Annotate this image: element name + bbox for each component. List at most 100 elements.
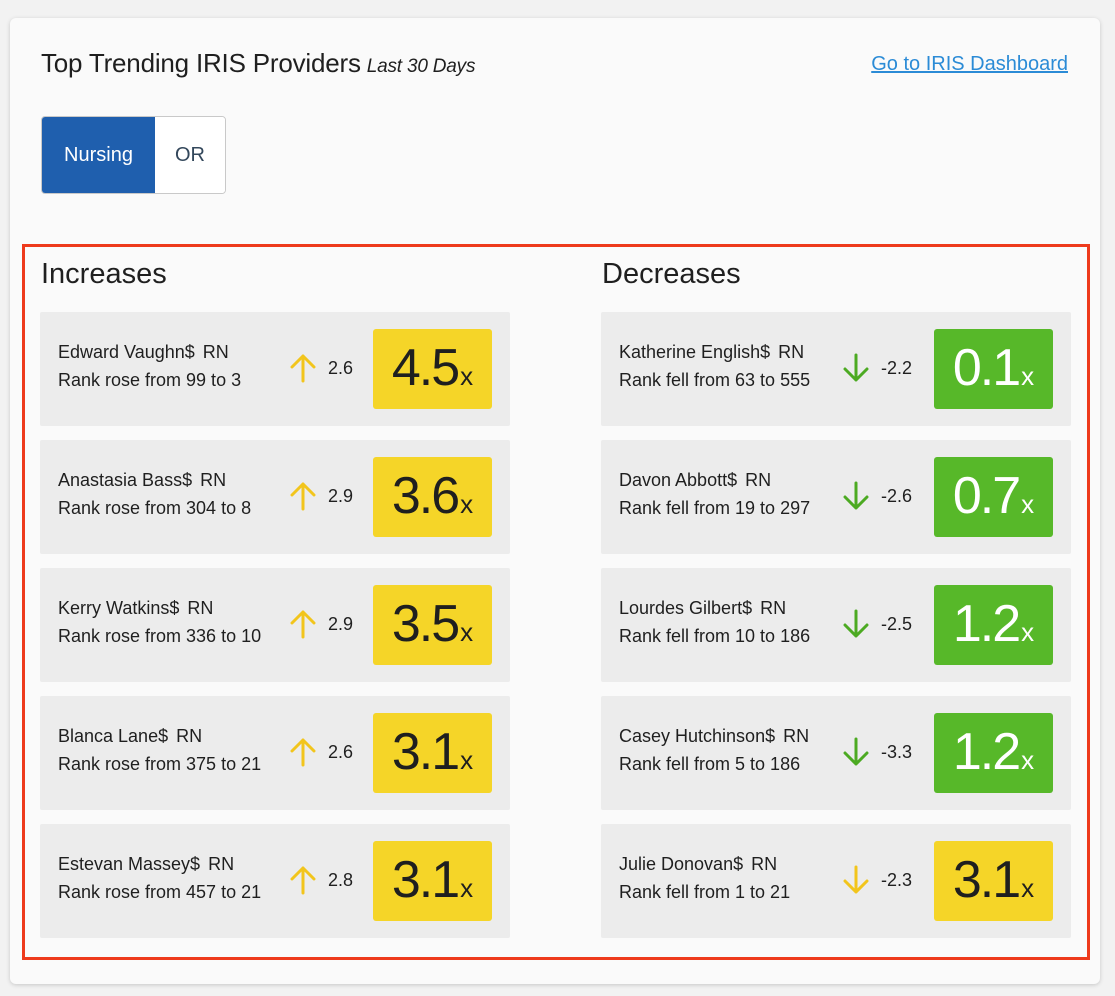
provider-name-line: Davon Abbott$ RN [619, 470, 771, 491]
provider-name: Julie Donovan$ [619, 854, 744, 874]
multiplier-badge: 3.1 x [934, 841, 1053, 921]
provider-row: Anastasia Bass$ RN Rank rose from 304 to 8… [40, 440, 510, 554]
provider-name: Blanca Lane$ [58, 726, 169, 746]
up-arrow-icon [288, 608, 318, 640]
provider-name-line: Edward Vaughn$ RN [58, 342, 229, 363]
provider-name: Estevan Massey$ [58, 854, 201, 874]
multiplier-suffix: x [1021, 873, 1035, 903]
provider-row: Davon Abbott$ RN Rank fell from 19 to 297 -… [601, 440, 1071, 554]
multiplier-badge: 3.6 x [373, 457, 492, 537]
provider-name-line: Lourdes Gilbert$ RN [619, 598, 786, 619]
provider-row: Kerry Watkins$ RN Rank rose from 336 to 10… [40, 568, 510, 682]
down-arrow-icon [841, 864, 871, 896]
delta-value: -2.5 [881, 614, 913, 634]
rank-change-text: Rank fell from 63 to 555 [619, 370, 811, 390]
provider-row: Edward Vaughn$ RN Rank rose from 99 to 3 2.… [40, 312, 510, 426]
down-arrow-icon [841, 480, 871, 512]
provider-row: Blanca Lane$ RN Rank rose from 375 to 21 2.… [40, 696, 510, 810]
provider-role: RN [200, 470, 227, 490]
delta-value: 2.8 [328, 870, 354, 890]
multiplier-suffix: x [460, 617, 474, 647]
delta-value: 2.9 [328, 614, 354, 634]
multiplier-value: 1.2 [952, 723, 1021, 781]
provider-name-line: Anastasia Bass$ RN [58, 470, 226, 491]
provider-name: Kerry Watkins$ [58, 598, 180, 618]
rank-change-text: Rank rose from 336 to 10 [58, 626, 262, 646]
multiplier-badge: 3.1 x [373, 713, 492, 793]
highlight-box [22, 244, 1090, 960]
rank-change-text: Rank fell from 10 to 186 [619, 626, 811, 646]
multiplier-value: 0.1 [952, 339, 1021, 397]
up-arrow-icon [288, 352, 318, 384]
delta-value: -3.3 [881, 742, 913, 762]
provider-role: RN [783, 726, 810, 746]
provider-name: Katherine English$ [619, 342, 771, 362]
multiplier-suffix: x [1021, 745, 1035, 775]
delta-value: -2.2 [881, 358, 913, 378]
multiplier-suffix: x [460, 361, 474, 391]
rank-change-text: Rank rose from 457 to 21 [58, 882, 262, 902]
multiplier-value: 3.1 [952, 851, 1021, 909]
provider-role: RN [751, 854, 778, 874]
multiplier-suffix: x [1021, 361, 1035, 391]
provider-name-line: Kerry Watkins$ RN [58, 598, 213, 619]
multiplier-badge: 3.5 x [373, 585, 492, 665]
multiplier-value: 1.2 [952, 595, 1021, 653]
trending-providers-card: Top Trending IRIS Providers Last 30 Days … [10, 18, 1100, 984]
provider-name-line: Julie Donovan$ RN [619, 854, 777, 875]
multiplier-badge: 0.7 x [934, 457, 1053, 537]
multiplier-value: 3.1 [391, 851, 460, 909]
provider-name: Edward Vaughn$ [58, 342, 195, 362]
multiplier-value: 0.7 [952, 467, 1021, 525]
card-title-text: Top Trending IRIS Providers [41, 48, 361, 78]
provider-name: Anastasia Bass$ [58, 470, 193, 490]
provider-row: Katherine English$ RN Rank fell from 63 to… [601, 312, 1071, 426]
multiplier-suffix: x [1021, 617, 1035, 647]
multiplier-value: 4.5 [391, 339, 460, 397]
delta-value: 2.9 [328, 486, 354, 506]
provider-role: RN [760, 598, 787, 618]
multiplier-suffix: x [460, 873, 474, 903]
multiplier-value: 3.6 [391, 467, 460, 525]
provider-name: Lourdes Gilbert$ [619, 598, 753, 618]
provider-name-line: Katherine English$ RN [619, 342, 804, 363]
up-arrow-icon [288, 864, 318, 896]
rank-change-text: Rank rose from 304 to 8 [58, 498, 252, 518]
provider-row: Julie Donovan$ RN Rank fell from 1 to 21 -2… [601, 824, 1071, 938]
delta-value: -2.3 [881, 870, 913, 890]
provider-name-line: Casey Hutchinson$ RN [619, 726, 809, 747]
down-arrow-icon [841, 352, 871, 384]
rank-change-text: Rank rose from 99 to 3 [58, 370, 242, 390]
delta-value: 2.6 [328, 358, 354, 378]
category-toggle: Nursing OR [41, 116, 226, 194]
down-arrow-icon [841, 736, 871, 768]
go-to-dashboard-link[interactable]: Go to IRIS Dashboard [871, 53, 1068, 75]
multiplier-badge: 1.2 x [934, 713, 1053, 793]
delta-value: -2.6 [881, 486, 913, 506]
multiplier-value: 3.5 [391, 595, 460, 653]
delta-value: 2.6 [328, 742, 354, 762]
toggle-or-button[interactable]: OR [155, 117, 225, 193]
provider-row: Lourdes Gilbert$ RN Rank fell from 10 to 1… [601, 568, 1071, 682]
provider-row: Casey Hutchinson$ RN Rank fell from 5 to 1… [601, 696, 1071, 810]
provider-role: RN [202, 342, 229, 362]
multiplier-badge: 0.1 x [934, 329, 1053, 409]
provider-role: RN [187, 598, 214, 618]
toggle-nursing-button[interactable]: Nursing [42, 117, 155, 193]
multiplier-suffix: x [460, 489, 474, 519]
multiplier-suffix: x [460, 745, 474, 775]
rank-change-text: Rank fell from 1 to 21 [619, 882, 791, 902]
provider-role: RN [208, 854, 235, 874]
provider-role: RN [778, 342, 805, 362]
provider-name: Davon Abbott$ [619, 470, 738, 490]
up-arrow-icon [288, 736, 318, 768]
rank-change-text: Rank fell from 19 to 297 [619, 498, 811, 518]
decreases-title: Decreases [602, 258, 741, 290]
multiplier-badge: 1.2 x [934, 585, 1053, 665]
provider-name: Casey Hutchinson$ [619, 726, 776, 746]
multiplier-badge: 4.5 x [373, 329, 492, 409]
card-title: Top Trending IRIS Providers Last 30 Days [41, 48, 475, 79]
provider-row: Estevan Massey$ RN Rank rose from 457 to 2… [40, 824, 510, 938]
provider-role: RN [745, 470, 772, 490]
up-arrow-icon [288, 480, 318, 512]
